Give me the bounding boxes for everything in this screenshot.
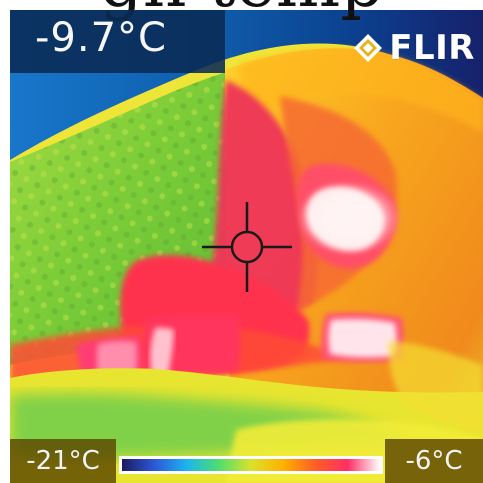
spot-temperature-value: -9.7°C [35, 15, 167, 61]
spot-temperature-box: -9.7°C [10, 10, 225, 73]
scale-min-label-box: -21°C [10, 439, 116, 483]
crosshair-icon [202, 202, 292, 292]
brand-logo: FLIR [353, 29, 475, 67]
brand-name: FLIR [389, 28, 475, 68]
scale-max-label-box: -6°C [385, 439, 483, 483]
scale-min-label: -21°C [26, 446, 100, 476]
temperature-scale-bar [119, 456, 383, 474]
scale-max-label: -6°C [405, 446, 463, 476]
temperature-scale-gradient [122, 459, 380, 471]
thermal-image-frame: -9.7°C FLIR -21°C -6°C [10, 10, 483, 483]
flir-diamond-icon [354, 34, 383, 62]
